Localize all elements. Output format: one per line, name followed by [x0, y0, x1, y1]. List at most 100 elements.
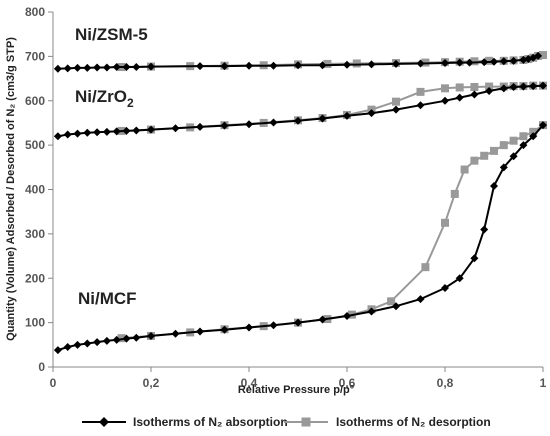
data-point [455, 274, 464, 283]
data-point [294, 116, 302, 125]
data-point [343, 60, 351, 69]
legend-item-adsorption: Isotherms of N₂ absorption [82, 415, 288, 429]
data-point [441, 96, 449, 105]
data-point [318, 114, 327, 123]
data-point [63, 64, 72, 73]
data-point [132, 333, 141, 342]
data-point [416, 59, 425, 68]
legend: Isotherms of N₂ absorption Isotherms of … [82, 415, 491, 429]
data-point [421, 263, 430, 272]
data-point [318, 61, 327, 70]
data-point [147, 125, 155, 134]
data-point [416, 101, 425, 110]
legend-item-desorption: Isotherms of N₂ desorption [284, 415, 491, 429]
legend-adsorption-label: Isotherms of N₂ absorption [133, 415, 288, 429]
legend-desorption-label: Isotherms of N₂ desorption [336, 415, 491, 429]
data-point [519, 132, 528, 141]
data-point [519, 141, 528, 150]
data-point [450, 189, 459, 198]
data-point [323, 59, 332, 68]
data-point [490, 57, 498, 66]
x-tick-label: 0,4 [241, 376, 258, 390]
data-point [117, 334, 126, 343]
data-point [539, 81, 547, 90]
x-tick-label: 1 [540, 376, 547, 390]
x-tick-label: 0,6 [339, 376, 356, 390]
data-point [480, 58, 489, 67]
data-point [367, 109, 376, 118]
axes: 0 100 200 300 400 500 600 700 800 0 0,2 0,4 0,6 0,8 1 [25, 5, 547, 390]
data-point [529, 127, 538, 136]
data-point [269, 118, 278, 127]
data-point [122, 126, 131, 135]
data-point [392, 97, 400, 106]
x-tick-label: 0,2 [143, 376, 160, 390]
data-point [147, 331, 155, 340]
data-point [343, 311, 351, 320]
y-tick-label: 500 [25, 138, 45, 152]
x-tick-label: 0 [50, 376, 57, 390]
data-point [53, 346, 62, 355]
series-ni-zro2-adsorption [53, 81, 547, 141]
data-point [416, 87, 425, 96]
data-point [387, 297, 396, 306]
data-point [470, 156, 479, 165]
data-point [455, 93, 464, 102]
data-point [102, 336, 111, 345]
data-point [519, 82, 528, 91]
data-point [63, 343, 72, 352]
data-point [490, 146, 498, 155]
label-ni-zro2-main: Ni/ZrO [75, 87, 127, 106]
data-point [460, 165, 469, 174]
y-tick-label: 200 [25, 271, 45, 285]
data-point [539, 121, 547, 130]
data-point [534, 51, 543, 60]
data-point [485, 82, 494, 91]
data-point [73, 129, 82, 138]
data-point [519, 55, 528, 64]
data-point [480, 151, 489, 160]
data-point [485, 56, 494, 65]
data-point [470, 82, 479, 91]
data-point [367, 307, 376, 316]
data-point [245, 120, 253, 129]
y-axis-title: Quantity (Volume) Adsorbed / Desorbed of… [5, 37, 17, 341]
data-point [392, 105, 400, 114]
data-point [53, 132, 62, 141]
data-point [455, 83, 464, 92]
data-point [122, 334, 131, 343]
data-point [392, 302, 400, 311]
data-point [455, 58, 464, 67]
data-point [441, 284, 449, 293]
data-point [93, 338, 102, 347]
data-point [465, 58, 474, 67]
data-point [470, 254, 479, 263]
data-point [147, 62, 155, 71]
y-tick-label: 400 [25, 183, 45, 197]
series-ni-zsm-5-adsorption [53, 51, 543, 73]
legend-adsorption-marker [99, 417, 109, 427]
series-ni-mcf-adsorption [53, 121, 547, 355]
y-tick-label: 800 [25, 5, 45, 19]
data-point [112, 335, 121, 344]
data-point [509, 136, 518, 145]
data-point [509, 82, 518, 91]
data-point [93, 128, 102, 137]
data-point [485, 86, 494, 95]
data-point [93, 63, 102, 72]
data-point [294, 318, 302, 327]
data-point [416, 295, 425, 304]
data-point [499, 141, 508, 150]
data-point [122, 63, 131, 72]
y-tick-label: 0 [38, 360, 45, 374]
series-line-ni-mcf-adsorption [57, 124, 544, 352]
data-point [352, 59, 361, 68]
data-point [171, 124, 180, 133]
data-point [490, 181, 498, 190]
data-point [470, 90, 479, 99]
x-axis-title: Relative Pressure p/p° [238, 384, 354, 396]
data-point [343, 111, 351, 120]
data-point [102, 63, 111, 72]
legend-desorption-marker [301, 417, 311, 427]
